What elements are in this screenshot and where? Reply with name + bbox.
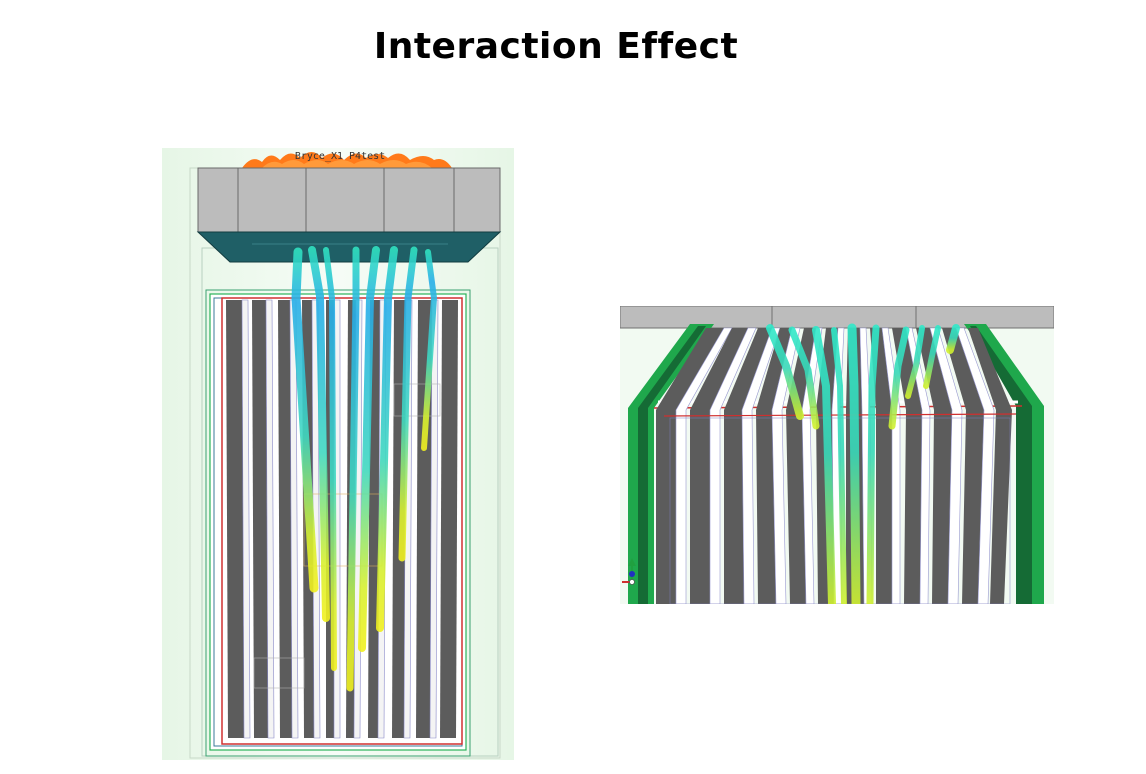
fire-source [242, 152, 452, 168]
simulation-label: Bryce_X1 P4test [295, 151, 385, 162]
simulation-view-front: Bryce_X1 P4test [162, 148, 514, 760]
rack-side-walls [628, 324, 1044, 604]
axis-gizmo-icon [622, 558, 636, 585]
simulation-angled-svg [620, 306, 1054, 604]
smoke-flow [291, 246, 438, 692]
slide-title: Interaction Effect [373, 26, 739, 67]
ceiling-deck [196, 167, 502, 263]
ceiling-deck [620, 306, 1054, 329]
simulation-front-svg: Bryce_X1 P4test [162, 148, 514, 760]
simulation-view-angled [620, 306, 1054, 604]
storage-rack [205, 289, 471, 757]
smoke-flow [766, 323, 960, 604]
